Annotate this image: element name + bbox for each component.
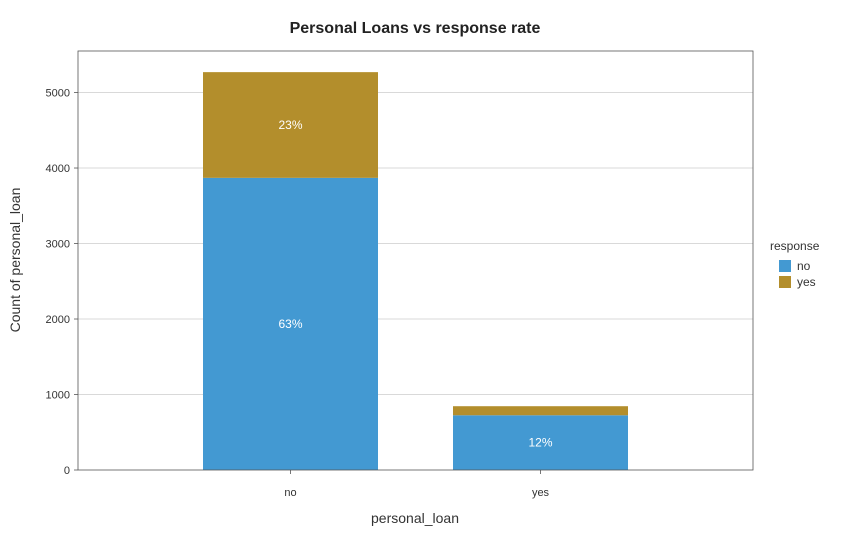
- y-tick-label: 5000: [46, 88, 70, 100]
- legend-label-no: no: [797, 259, 811, 273]
- y-axis: 0 1000 2000 3000 4000 5000: [46, 88, 78, 477]
- x-axis-title: personal_loan: [371, 510, 459, 526]
- legend-swatch-yes: [779, 276, 791, 288]
- data-label: 23%: [278, 118, 302, 132]
- y-tick-label: 1000: [46, 390, 70, 402]
- y-tick-label: 4000: [46, 163, 70, 175]
- legend-items: no yes: [779, 259, 816, 289]
- bar-segment-yes-yes: [453, 406, 628, 416]
- data-label: 12%: [528, 436, 552, 450]
- x-axis: no yes: [284, 470, 550, 499]
- x-tick-label: yes: [532, 487, 550, 499]
- legend: response no yes: [770, 239, 820, 289]
- bars: [203, 72, 628, 470]
- gridlines: [78, 92, 753, 396]
- bar-segment-yes-no: [453, 415, 628, 470]
- legend-label-yes: yes: [797, 275, 816, 289]
- chart-title: Personal Loans vs response rate: [290, 20, 541, 37]
- y-tick-label: 0: [64, 465, 70, 477]
- plot-panel-border: [77, 50, 754, 471]
- x-tick-label: no: [284, 487, 296, 499]
- bar-segment-no-yes: [203, 72, 378, 178]
- y-axis-title: Count of personal_loan: [7, 188, 23, 333]
- data-label: 63%: [278, 317, 302, 331]
- legend-title: response: [770, 239, 820, 253]
- data-labels: 63% 23% 12%: [278, 118, 552, 450]
- bar-segment-no-no: [203, 177, 378, 470]
- y-tick-label: 2000: [46, 314, 70, 326]
- legend-swatch-no: [779, 260, 791, 272]
- y-tick-label: 3000: [46, 239, 70, 251]
